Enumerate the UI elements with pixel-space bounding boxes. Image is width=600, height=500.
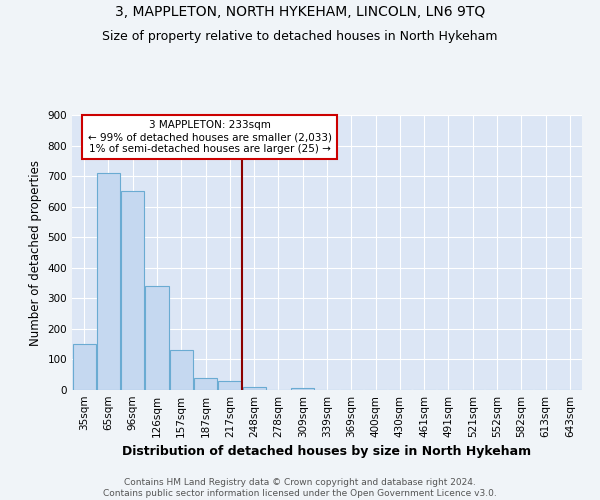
Text: Contains HM Land Registry data © Crown copyright and database right 2024.
Contai: Contains HM Land Registry data © Crown c…: [103, 478, 497, 498]
Bar: [218, 381, 241, 390]
Y-axis label: Number of detached properties: Number of detached properties: [29, 160, 42, 346]
Bar: [242, 387, 266, 390]
Bar: [194, 378, 217, 390]
Bar: [145, 286, 169, 390]
Bar: [170, 350, 193, 390]
Text: 3 MAPPLETON: 233sqm
← 99% of detached houses are smaller (2,033)
1% of semi-deta: 3 MAPPLETON: 233sqm ← 99% of detached ho…: [88, 120, 332, 154]
Bar: [97, 173, 120, 390]
Bar: [73, 344, 95, 390]
Text: 3, MAPPLETON, NORTH HYKEHAM, LINCOLN, LN6 9TQ: 3, MAPPLETON, NORTH HYKEHAM, LINCOLN, LN…: [115, 5, 485, 19]
Bar: [121, 192, 144, 390]
Text: Size of property relative to detached houses in North Hykeham: Size of property relative to detached ho…: [102, 30, 498, 43]
X-axis label: Distribution of detached houses by size in North Hykeham: Distribution of detached houses by size …: [122, 446, 532, 458]
Bar: [291, 388, 314, 390]
